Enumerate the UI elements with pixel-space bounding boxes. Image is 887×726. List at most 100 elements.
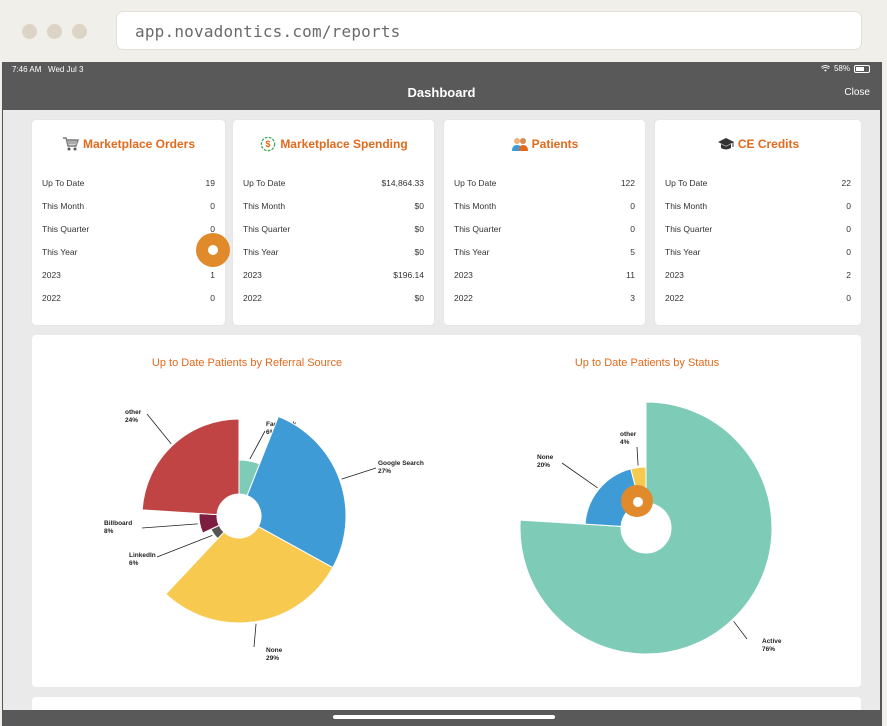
pie-slice-other[interactable] bbox=[141, 418, 240, 516]
stat-row: 2023 2 bbox=[665, 270, 851, 284]
card-ce-credits: CE Credits Up To Date 22 This Month 0 This… bbox=[655, 120, 861, 325]
stat-label: 2022 bbox=[243, 293, 262, 303]
stat-label: This Month bbox=[42, 201, 85, 211]
stat-label: 2022 bbox=[665, 293, 684, 303]
label-leader-line bbox=[253, 623, 257, 648]
pie-label-percent: 20% bbox=[537, 462, 550, 469]
stat-value: $0 bbox=[414, 247, 424, 257]
close-button[interactable]: Close bbox=[844, 87, 870, 98]
stat-value: $0 bbox=[414, 293, 424, 303]
stat-value: 0 bbox=[846, 201, 851, 211]
label-leader-line bbox=[733, 621, 748, 640]
pie-label-percent: 76% bbox=[762, 646, 775, 653]
stat-label: This Month bbox=[665, 201, 708, 211]
stat-value: 0 bbox=[846, 293, 851, 303]
cart-icon bbox=[62, 137, 79, 151]
pie-slice-active[interactable] bbox=[519, 401, 773, 655]
stat-value: 0 bbox=[210, 201, 215, 211]
pie-label-percent: 27% bbox=[378, 468, 391, 475]
label-leader-line bbox=[561, 462, 598, 489]
stat-value: 22 bbox=[841, 178, 851, 188]
home-indicator[interactable] bbox=[333, 715, 555, 719]
stat-row: Up To Date $14,864.33 bbox=[243, 178, 424, 192]
pie-label-percent: 8% bbox=[104, 528, 114, 535]
referral-chart-title: Up to Date Patients by Referral Source bbox=[151, 357, 343, 369]
stat-label: Up To Date bbox=[42, 178, 85, 188]
stat-label: Up To Date bbox=[665, 178, 708, 188]
touch-indicator bbox=[196, 233, 230, 267]
stat-row: 2023 $196.14 bbox=[243, 270, 424, 284]
pie-label-name: other bbox=[125, 409, 142, 416]
stat-label: This Year bbox=[243, 247, 279, 257]
card-title: Marketplace Orders bbox=[32, 136, 225, 152]
label-leader-line bbox=[636, 446, 639, 466]
battery-icon bbox=[854, 64, 870, 73]
navigation-bar: Dashboard Close bbox=[3, 76, 880, 110]
stat-row: 2022 3 bbox=[454, 293, 635, 307]
window-close-dot[interactable] bbox=[22, 24, 37, 39]
pie-slice-none[interactable] bbox=[165, 525, 334, 624]
stat-row: This Quarter 0 bbox=[42, 224, 215, 238]
pie-label-name: other bbox=[620, 431, 637, 438]
stat-row: This Year $0 bbox=[243, 247, 424, 261]
stat-label: This Year bbox=[665, 247, 701, 257]
status-chart-title: Up to Date Patients by Status bbox=[574, 357, 720, 369]
card-title-text: Patients bbox=[531, 137, 579, 151]
stat-label: 2022 bbox=[42, 293, 61, 303]
status-date-text: Wed Jul 3 bbox=[48, 65, 84, 74]
stat-label: This Quarter bbox=[42, 224, 90, 234]
pie-label-name: None bbox=[537, 454, 554, 461]
status-time: 7:46 AM Wed Jul 3 bbox=[12, 65, 83, 74]
label-leader-line bbox=[249, 430, 266, 460]
stat-row: 2023 1 bbox=[42, 270, 215, 284]
status-right: 58% bbox=[820, 64, 870, 73]
window-maximize-dot[interactable] bbox=[72, 24, 87, 39]
card-marketplace-spending: $ Marketplace Spending Up To Date $14,864… bbox=[233, 120, 434, 325]
stat-value: $0 bbox=[414, 201, 424, 211]
charts-panel: Up to Date Patients by Referral Source U… bbox=[32, 335, 861, 687]
url-text: app.novadontics.com/reports bbox=[135, 22, 401, 41]
stat-row: 2022 0 bbox=[42, 293, 215, 307]
pie-label-name: LinkedIn bbox=[129, 552, 156, 559]
tablet-screen: 7:46 AM Wed Jul 3 58% Dashboard Close Ma… bbox=[2, 62, 882, 726]
pie-slice-google-search[interactable] bbox=[246, 415, 347, 569]
stat-value: 0 bbox=[210, 293, 215, 303]
stat-value: 11 bbox=[626, 270, 635, 280]
stat-row: Up To Date 22 bbox=[665, 178, 851, 192]
stat-row: This Year bbox=[42, 247, 215, 261]
stat-value: 19 bbox=[205, 178, 215, 188]
pie-label-name: Billboard bbox=[104, 520, 132, 527]
stat-value: 122 bbox=[620, 178, 635, 188]
stat-label: 2023 bbox=[42, 270, 61, 280]
address-bar[interactable]: app.novadontics.com/reports bbox=[116, 11, 862, 50]
patients-icon bbox=[511, 138, 528, 151]
page-title: Dashboard bbox=[407, 85, 476, 100]
stat-row: This Quarter 0 bbox=[665, 224, 851, 238]
stat-value: 0 bbox=[846, 247, 851, 257]
stat-row: 2022 0 bbox=[665, 293, 851, 307]
stat-value: $14,864.33 bbox=[381, 178, 424, 188]
label-leader-line bbox=[146, 413, 172, 445]
graduation-cap-icon bbox=[717, 138, 734, 150]
stat-row: 2022 $0 bbox=[243, 293, 424, 307]
stat-row: This Quarter $0 bbox=[243, 224, 424, 238]
browser-toolbar: app.novadontics.com/reports bbox=[0, 0, 887, 62]
stat-row: This Month 0 bbox=[454, 201, 635, 215]
card-title: $ Marketplace Spending bbox=[233, 136, 434, 152]
label-leader-line bbox=[141, 523, 198, 529]
stat-value: 0 bbox=[846, 224, 851, 234]
stat-label: This Quarter bbox=[243, 224, 291, 234]
card-title-text: Marketplace Spending bbox=[280, 137, 408, 151]
stat-row: This Month 0 bbox=[665, 201, 851, 215]
stat-label: 2022 bbox=[454, 293, 473, 303]
stat-value: $0 bbox=[414, 224, 424, 234]
stat-row: This Month 0 bbox=[42, 201, 215, 215]
label-leader-line bbox=[156, 535, 213, 558]
stat-label: This Year bbox=[454, 247, 490, 257]
stat-value: 0 bbox=[630, 224, 635, 234]
stat-row: Up To Date 19 bbox=[42, 178, 215, 192]
status-bar: 7:46 AM Wed Jul 3 58% bbox=[3, 62, 880, 76]
stat-label: Up To Date bbox=[243, 178, 286, 188]
card-patients: Patients Up To Date 122 This Month 0 This … bbox=[444, 120, 645, 325]
window-minimize-dot[interactable] bbox=[47, 24, 62, 39]
